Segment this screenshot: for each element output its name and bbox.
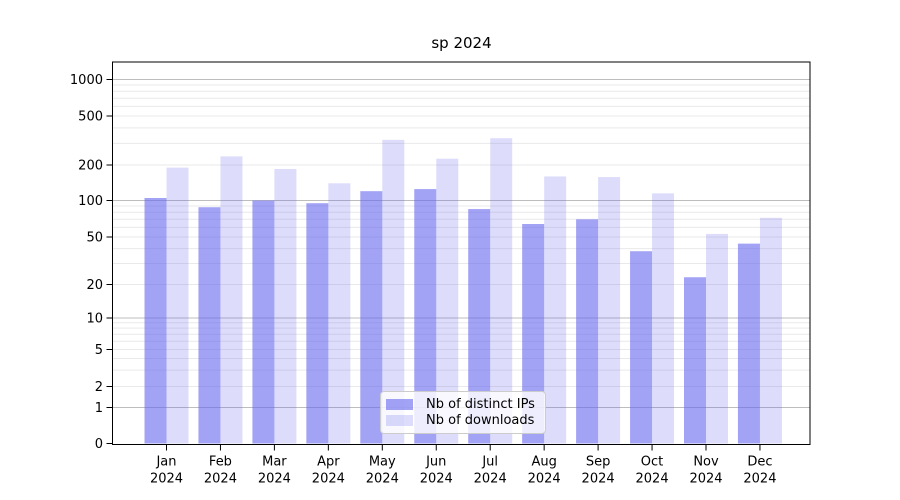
bar-nb-of-downloads-jan-2024 [166,167,189,444]
bar-nb-of-downloads-dec-2024 [759,217,782,444]
x-tick-label-month: Jul [481,455,498,470]
y-tick-label: 0 [95,437,103,452]
bar-nb-of-distinct-ips-oct-2024 [630,251,653,444]
legend-item-distinct-ips: Nb of distinct IPs [386,397,539,412]
legend-swatch-downloads [386,415,413,427]
bar-nb-of-distinct-ips-jan-2024 [144,198,167,444]
x-tick-label-month: Aug [531,455,556,470]
bar-nb-of-distinct-ips-nov-2024 [684,277,706,444]
legend-label-downloads: Nb of downloads [426,413,535,429]
x-tick-label-month: Nov [693,455,719,470]
bar-nb-of-distinct-ips-jun-2024 [414,189,437,444]
x-tick-label-year: 2024 [689,472,722,487]
bar-nb-of-downloads-may-2024 [382,139,405,444]
x-tick-label-month: Jun [425,455,446,470]
y-tick-label: 10 [86,312,103,327]
x-tick-label-year: 2024 [366,472,399,487]
x-tick-label-year: 2024 [636,472,669,487]
x-tick-label-year: 2024 [312,472,345,487]
bar-nb-of-distinct-ips-may-2024 [360,191,383,444]
y-tick-label: 2 [95,380,103,395]
bar-nb-of-distinct-ips-mar-2024 [252,200,275,444]
bar-nb-of-downloads-nov-2024 [706,233,728,444]
y-tick-label: 1000 [70,73,103,88]
x-tick-label-month: Apr [317,455,340,470]
x-tick-label-year: 2024 [420,472,453,487]
bar-nb-of-downloads-aug-2024 [544,176,567,444]
legend-item-downloads: Nb of downloads [386,413,539,428]
bar-nb-of-downloads-feb-2024 [220,156,243,444]
legend-swatch-distinct-ips [386,398,413,410]
bar-nb-of-downloads-oct-2024 [652,193,675,444]
y-tick-label: 200 [78,159,103,174]
x-tick-label-month: Dec [747,455,772,470]
y-tick-label: 20 [86,278,103,293]
x-tick-label-month: Oct [641,455,663,470]
y-tick-label: 5 [95,343,103,358]
y-tick-label: 500 [78,110,103,125]
y-tick-label: 50 [86,231,103,246]
x-tick-label-year: 2024 [150,472,183,487]
bar-nb-of-distinct-ips-feb-2024 [198,207,221,444]
y-tick-label: 100 [78,194,103,209]
x-tick-label-month: Jan [155,455,176,470]
bar-nb-of-downloads-mar-2024 [274,168,297,444]
x-tick-label-year: 2024 [528,472,561,487]
x-tick-label-month: Mar [262,455,287,470]
bar-nb-of-distinct-ips-sep-2024 [576,219,599,444]
bar-nb-of-distinct-ips-jul-2024 [468,209,491,444]
x-tick-label-month: May [369,455,396,470]
chart-title: sp 2024 [431,34,492,52]
y-tick-label: 1 [95,401,103,416]
bar-nb-of-distinct-ips-dec-2024 [737,243,760,444]
legend-label-distinct-ips: Nb of distinct IPs [426,396,535,412]
bar-nb-of-downloads-jul-2024 [490,138,513,444]
x-tick-label-year: 2024 [204,472,237,487]
bar-nb-of-distinct-ips-apr-2024 [306,203,329,444]
x-tick-label-month: Feb [209,455,232,470]
plot-border [112,61,811,445]
legend: Nb of distinct IPs Nb of downloads [380,391,546,434]
bar-nb-of-distinct-ips-aug-2024 [522,224,545,444]
bar-nb-of-downloads-apr-2024 [328,183,351,444]
x-tick-label-year: 2024 [258,472,291,487]
x-tick-label-month: Sep [586,455,611,470]
x-tick-label-year: 2024 [743,472,776,487]
bar-nb-of-downloads-jun-2024 [436,158,459,444]
x-tick-label-year: 2024 [582,472,615,487]
x-tick-label-year: 2024 [474,472,507,487]
bar-nb-of-downloads-sep-2024 [598,177,621,444]
